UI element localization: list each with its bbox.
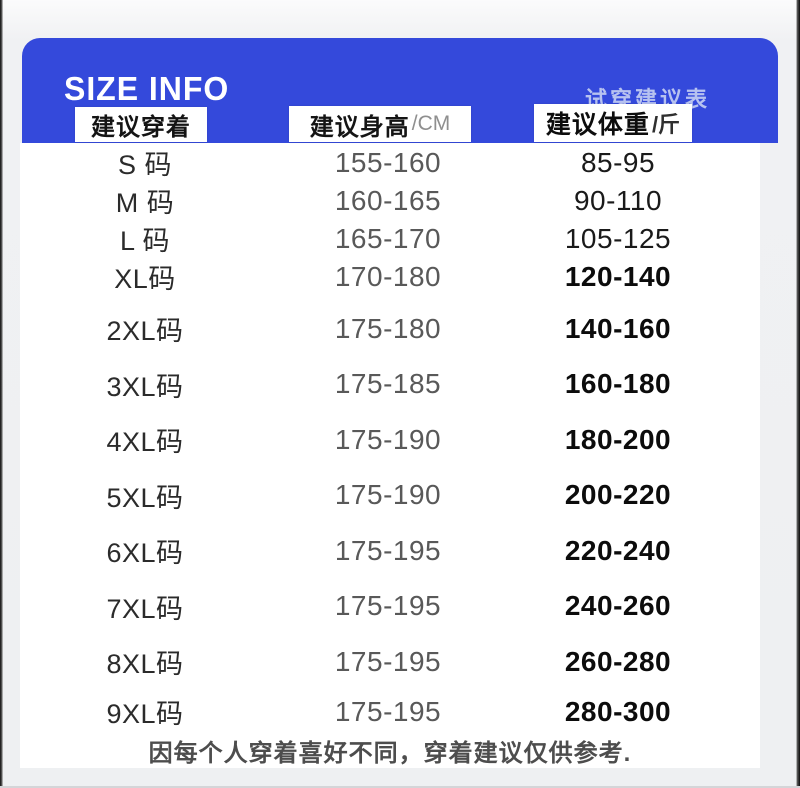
size-cell: L 码 xyxy=(119,226,170,256)
height-cell: 175-195 xyxy=(334,534,442,566)
weight-unit-label: /斤 xyxy=(651,112,681,137)
bottom-edge-border xyxy=(0,786,800,788)
column-header-height: 建议身高 /CM xyxy=(289,106,471,142)
size-cell: 5XL码 xyxy=(106,482,184,513)
weight-cell: 85-95 xyxy=(580,146,656,178)
weight-cell: 140-160 xyxy=(564,312,672,344)
page-title: SIZE INFO xyxy=(64,70,230,107)
table-row: S 码 155-160 85-95 xyxy=(22,143,758,181)
table-row: 9XL码 175-195 280-300 xyxy=(22,690,758,734)
height-cell: 175-190 xyxy=(334,423,442,455)
column-header-weight: 建议体重 /斤 xyxy=(534,104,692,142)
size-cell: 7XL码 xyxy=(106,593,184,624)
weight-cell: 240-260 xyxy=(564,590,672,622)
weight-cell: 180-200 xyxy=(564,423,672,455)
table-row: 4XL码 175-190 180-200 xyxy=(22,412,758,468)
table-background xyxy=(20,143,760,768)
size-cell: 3XL码 xyxy=(106,371,184,402)
size-cell: 4XL码 xyxy=(106,427,184,458)
height-cell: 175-195 xyxy=(334,590,442,622)
height-cell: 175-180 xyxy=(334,312,442,344)
left-edge-border xyxy=(0,0,3,788)
height-cell: 160-165 xyxy=(334,184,442,216)
table-row: M 码 160-165 90-110 xyxy=(22,181,758,219)
table-row: 6XL码 175-195 220-240 xyxy=(22,523,758,579)
height-cell: 155-160 xyxy=(334,146,442,178)
column-header-size-label: 建议穿着 xyxy=(91,114,191,141)
weight-cell: 260-280 xyxy=(564,645,672,677)
column-header-weight-label: 建议体重 xyxy=(545,111,650,139)
table-row: XL码 170-180 120-140 xyxy=(22,257,758,295)
size-cell: 2XL码 xyxy=(106,316,184,347)
weight-cell: 120-140 xyxy=(564,260,672,292)
height-cell: 175-195 xyxy=(334,645,442,677)
weight-cell: 160-180 xyxy=(564,368,672,400)
weight-cell: 200-220 xyxy=(564,479,672,511)
disclaimer-note: 因每个人穿着喜好不同，穿着建议仅供参考. xyxy=(148,739,632,767)
height-cell: 170-180 xyxy=(334,260,442,292)
height-cell: 175-195 xyxy=(334,695,442,727)
weight-cell: 220-240 xyxy=(564,534,672,566)
height-cell: 165-170 xyxy=(334,222,442,254)
size-cell: S 码 xyxy=(117,150,172,180)
table-row: 5XL码 175-190 200-220 xyxy=(22,468,758,524)
right-edge-border xyxy=(796,0,800,788)
column-header-size: 建议穿着 xyxy=(75,107,207,142)
height-cell: 175-190 xyxy=(334,479,442,511)
size-cell: XL码 xyxy=(114,264,176,294)
size-cell: 9XL码 xyxy=(106,699,184,729)
table-row: 2XL码 175-180 140-160 xyxy=(22,301,758,357)
table-row: 7XL码 175-195 240-260 xyxy=(22,579,758,635)
weight-cell: 90-110 xyxy=(573,184,663,216)
size-table: S 码 155-160 85-95 M 码 160-165 90-110 L 码… xyxy=(22,143,758,734)
weight-cell: 105-125 xyxy=(564,222,672,254)
height-unit-label: /CM xyxy=(411,112,451,135)
table-row: L 码 165-170 105-125 xyxy=(22,219,758,257)
weight-cell: 280-300 xyxy=(564,695,672,727)
size-cell: M 码 xyxy=(115,188,175,218)
height-cell: 175-185 xyxy=(334,368,442,400)
size-cell: 6XL码 xyxy=(106,538,184,569)
table-row: 3XL码 175-185 160-180 xyxy=(22,357,758,413)
table-row: 8XL码 175-195 260-280 xyxy=(22,634,758,690)
size-cell: 8XL码 xyxy=(106,649,184,680)
column-header-height-label: 建议身高 xyxy=(309,113,410,141)
